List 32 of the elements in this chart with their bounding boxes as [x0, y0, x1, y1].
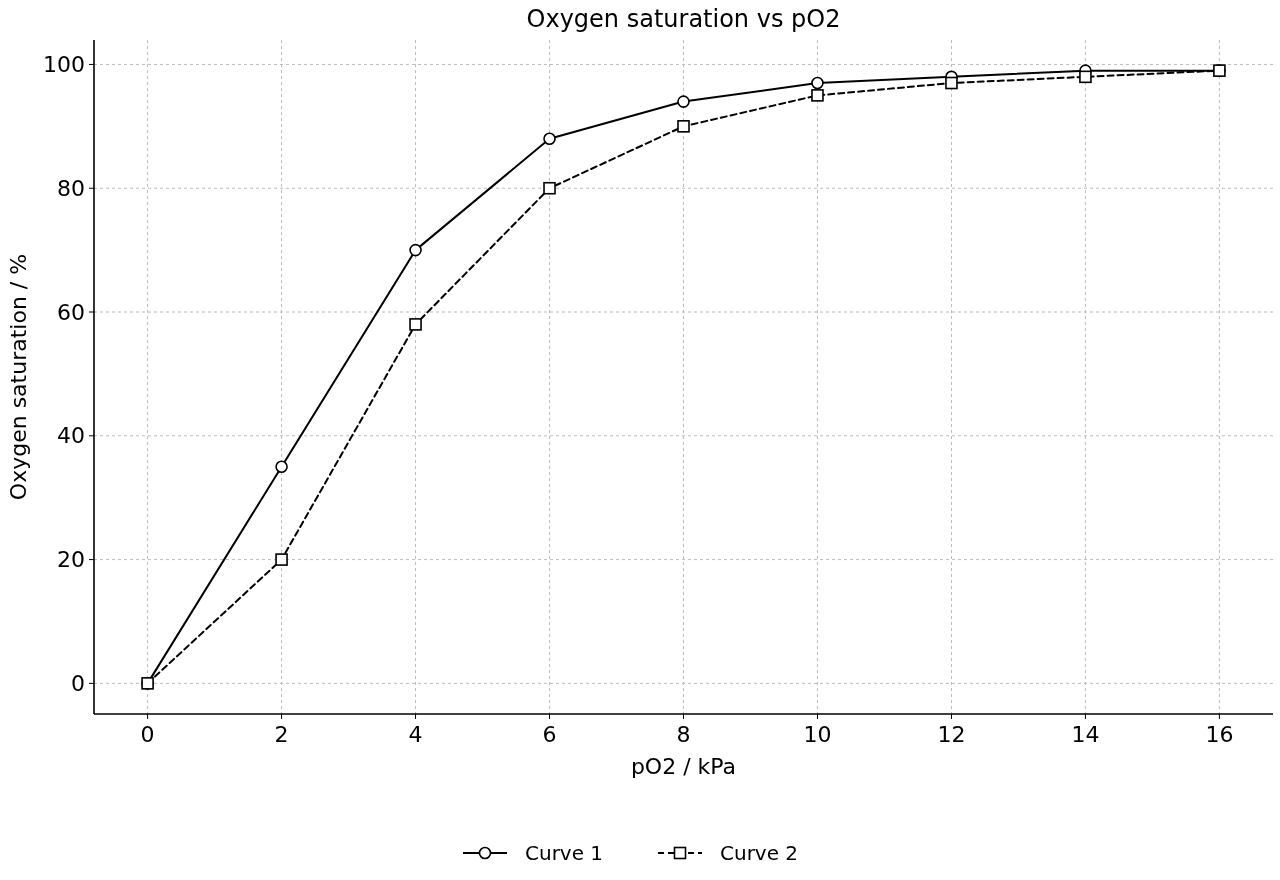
x-tick-label: 10	[803, 722, 832, 747]
point	[811, 76, 824, 90]
y-tick-label: 20	[57, 547, 85, 573]
point	[275, 460, 288, 474]
y-tick-label: 60	[57, 299, 85, 325]
x-tick-label: 4	[408, 722, 423, 747]
y-tick-label: 0	[71, 671, 85, 697]
y-tick-label: 40	[57, 423, 85, 449]
y-axis-title: Oxygen saturation / %	[6, 253, 31, 501]
point	[677, 120, 690, 133]
point	[543, 132, 556, 146]
point	[409, 243, 422, 257]
x-tick-label: 6	[542, 722, 557, 747]
x-tick-label: 0	[140, 722, 155, 747]
chart-title: Oxygen saturation vs pO2	[526, 5, 841, 33]
point	[945, 76, 958, 90]
y-tick-label: 80	[57, 175, 85, 201]
x-axis-title: pO2 / kPa	[630, 754, 737, 779]
point	[275, 553, 288, 566]
x-tick-label: 2	[274, 722, 289, 747]
legend-label: Curve 1	[525, 841, 604, 865]
x-tick-label: 8	[676, 722, 691, 747]
y-tick-label: 100	[43, 52, 85, 78]
point	[811, 89, 824, 102]
x-tick-label: 14	[1071, 722, 1100, 747]
x-tick-label: 16	[1205, 722, 1234, 747]
x-tick-label: 12	[937, 722, 966, 747]
point	[543, 181, 556, 195]
point	[409, 318, 422, 331]
legend-label: Curve 2	[720, 841, 799, 865]
point	[1079, 70, 1092, 84]
point	[677, 95, 690, 108]
